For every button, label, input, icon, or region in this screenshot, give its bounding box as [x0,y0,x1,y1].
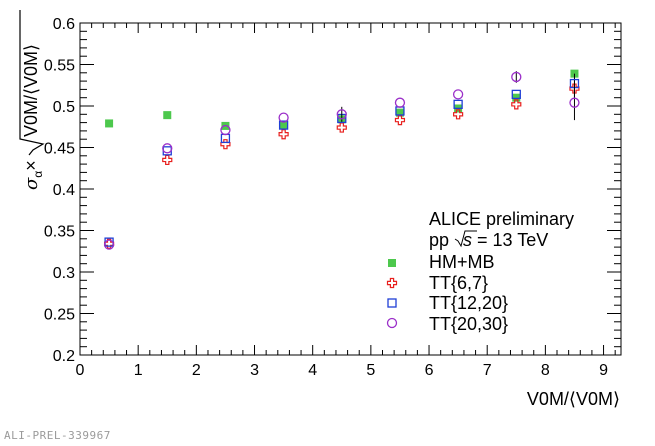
data-point [512,93,521,102]
series-3 [103,71,580,250]
data-point [569,97,580,108]
svg-text:σα×: σα× [21,160,45,190]
y-tick-label: 0.6 [53,16,75,33]
data-point [511,71,522,83]
data-point [278,120,289,130]
y-axis-subscript: α [31,171,45,178]
tick-marks [79,22,621,356]
x-axis-title: V0M/⟨V0M⟩ [527,389,620,409]
data-point [103,239,115,250]
x-tick-label: 4 [308,362,317,379]
y-tick-label: 0.25 [44,307,75,324]
data-point [220,133,231,144]
legend-marker [386,317,398,329]
annotation-sqrt-sign [454,230,477,248]
y-axis-times: × [21,160,41,171]
data-point [453,109,464,120]
data-point [278,112,289,123]
data-point [162,154,173,166]
plot-frame [79,22,622,356]
legend-label-tt-12-20: TT{12,20} [429,293,508,313]
data-points [103,69,580,250]
annotation-pp: pp [429,230,449,250]
x-tick-label: 2 [192,362,201,379]
data-point [395,108,404,117]
data-point [105,119,114,128]
annotation-s: s [463,230,472,250]
legend: HM+MB TT{6,7} TT{12,20} TT{20,30} [386,252,508,334]
x-tick-label: 1 [134,362,143,379]
legend-marker [388,259,396,267]
data-point [336,109,347,120]
data-point [279,121,288,130]
data-point [163,111,172,120]
tick-labels: 0 1 2 3 4 5 6 7 8 9 0.2 0.25 0.3 0.35 0.4 0.45 0.5 0.55 0.… [44,16,608,379]
y-tick-label: 0.2 [53,348,75,365]
x-tick-label: 7 [483,362,492,379]
legend-label-tt-20-30: TT{20,30} [429,314,508,334]
y-tick-label: 0.55 [44,58,75,75]
data-point [511,89,521,100]
x-tick-label: 8 [541,362,550,379]
legend-label-tt-6-7: TT{6,7} [429,273,488,293]
x-tick-label: 6 [425,362,434,379]
annotation-alice-preliminary: ALICE preliminary [429,209,574,229]
y-axis-sigma: σ [21,177,42,190]
data-point [162,146,172,156]
legend-label-hm-mb: HM+MB [429,252,495,272]
data-point [453,99,463,109]
legend-marker [387,298,397,308]
legend-markers [386,259,398,329]
y-tick-label: 0.3 [53,265,75,282]
x-tick-label: 9 [599,362,608,379]
y-tick-label: 0.45 [44,141,75,158]
data-point [336,122,347,133]
y-axis-title: σα× V0M/⟨V0M⟩ [19,10,45,190]
legend-marker [386,277,398,289]
annotation-energy: = 13 TeV [477,230,548,250]
y-tick-label: 0.4 [53,182,75,199]
data-point [162,143,173,154]
data-point [220,124,231,136]
x-tick-label: 3 [250,362,259,379]
y-axis-radicand: V0M/⟨V0M⟩ [21,44,41,137]
sqrt-sign [19,10,45,156]
data-point [394,115,406,126]
data-point [220,139,231,150]
x-tick-label: 5 [366,362,375,379]
y-tick-label: 0.35 [44,224,75,241]
data-point [394,97,406,108]
annotation-collision-energy: pp s = 13 TeV [429,230,548,250]
x-tick-label: 0 [76,362,85,379]
data-point [452,89,464,100]
y-tick-label: 0.5 [53,99,75,116]
data-point [511,99,522,110]
data-point [278,129,289,140]
figure-id: ALI-PREL-339967 [4,429,111,442]
